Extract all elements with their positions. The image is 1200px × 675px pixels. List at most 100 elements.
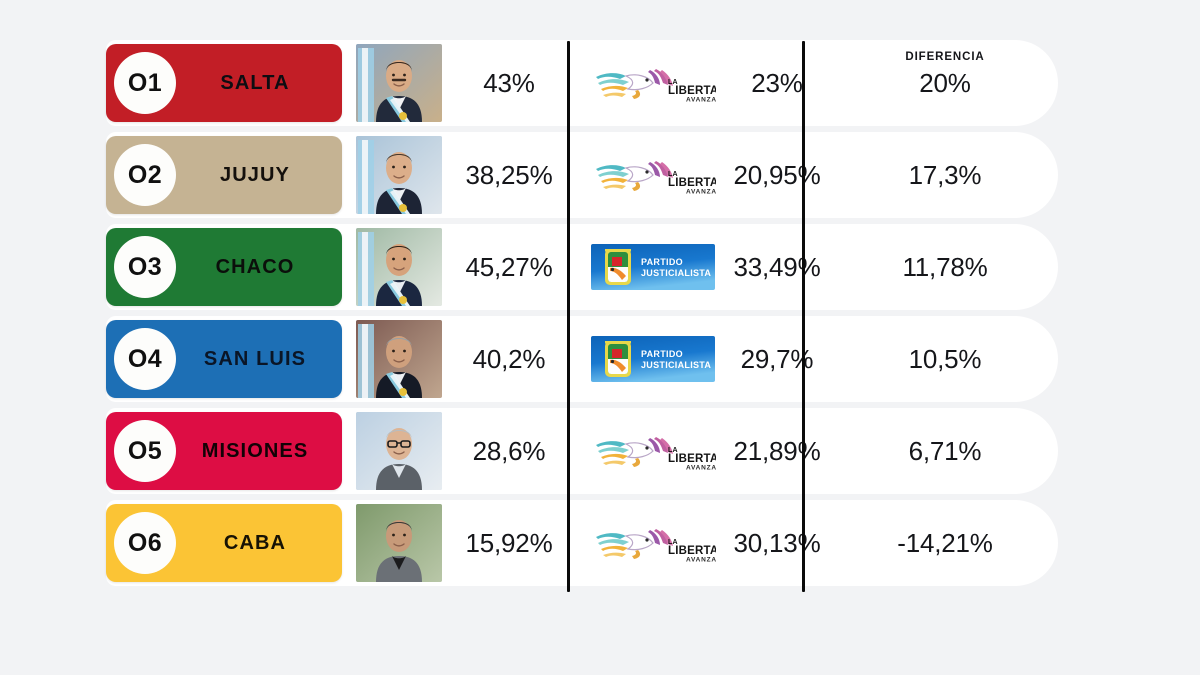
table-row-jujuy[interactable]: O2 JUJUY 38,25%	[106, 132, 1058, 218]
rank-badge: O5	[114, 420, 176, 482]
rank-label: O5	[127, 436, 163, 465]
la-libertad-avanza-logo: LA LIBERTAD AVANZA	[596, 69, 716, 104]
column-divider-1	[567, 41, 570, 592]
svg-text:AVANZA: AVANZA	[686, 557, 716, 564]
governor-photo-cell	[342, 320, 450, 398]
opposition-percent: 30,13%	[733, 527, 821, 558]
portrait-gobernador-misiones	[356, 412, 442, 490]
rank-label: O2	[127, 160, 163, 189]
governor-photo-cell	[342, 44, 450, 122]
table-row-salta[interactable]: O1 SALTA 43%	[106, 40, 1058, 126]
governor-photo-cell	[342, 504, 450, 582]
rank-label: O1	[127, 68, 163, 97]
column-divider-2	[802, 41, 805, 592]
portrait-image	[356, 412, 442, 490]
province-pill-chaco[interactable]: O3 CHACO	[106, 228, 342, 306]
governor-percent: 28,6%	[472, 435, 546, 466]
province-pill-jujuy[interactable]: O2 JUJUY	[106, 136, 342, 214]
svg-text:PARTIDO: PARTIDO	[641, 257, 683, 267]
governor-percent: 40,2%	[472, 343, 546, 374]
svg-text:LA: LA	[668, 79, 678, 86]
difference-percent: 6,71%	[908, 435, 982, 466]
governor-photo-cell	[342, 136, 450, 214]
difference-cell: -14,21%	[832, 528, 1058, 559]
opposition-logo-cell: LA LIBERTAD AVANZA	[584, 60, 722, 106]
svg-text:PARTIDO: PARTIDO	[641, 349, 683, 359]
difference-percent: 10,5%	[908, 343, 982, 374]
svg-text:LIBERTAD: LIBERTAD	[668, 85, 716, 97]
difference-percent: 17,3%	[908, 159, 982, 190]
opposition-percent: 33,49%	[733, 251, 821, 282]
table-row-san-luis[interactable]: O4 SAN LUIS 40,2%	[106, 316, 1058, 402]
opposition-percent: 23%	[751, 67, 803, 98]
rank-badge: O4	[114, 328, 176, 390]
rank-label: O3	[127, 252, 163, 281]
opposition-logo-cell: LA LIBERTAD AVANZA	[584, 520, 722, 566]
portrait-jefe-de-gobierno-caba	[356, 504, 442, 582]
province-pill-san-luis[interactable]: O4 SAN LUIS	[106, 320, 342, 398]
svg-text:LIBERTAD: LIBERTAD	[668, 453, 716, 465]
rank-badge: O3	[114, 236, 176, 298]
governor-photo-cell	[342, 228, 450, 306]
difference-cell: 6,71%	[832, 436, 1058, 467]
rank-label: O6	[127, 528, 163, 557]
governor-percent: 45,27%	[465, 251, 553, 282]
governor-percent: 43%	[483, 67, 535, 98]
difference-percent: -14,21%	[897, 527, 993, 558]
table-row-chaco[interactable]: O3 CHACO 45,27%	[106, 224, 1058, 310]
opposition-logo-cell: PARTIDO JUSTICIALISTA	[584, 244, 722, 290]
portrait-gobernador-salta	[356, 44, 442, 122]
la-libertad-avanza-logo: LA LIBERTAD AVANZA	[596, 437, 716, 472]
governor-percent: 38,25%	[465, 159, 553, 190]
diferencia-header: DIFERENCIA	[905, 50, 985, 63]
difference-cell: 11,78%	[832, 252, 1058, 283]
portrait-image	[356, 228, 442, 306]
rank-badge: O6	[114, 512, 176, 574]
opposition-logo-cell: LA LIBERTAD AVANZA	[584, 428, 722, 474]
la-libertad-avanza-logo: LA LIBERTAD AVANZA	[596, 161, 716, 196]
portrait-image	[356, 44, 442, 122]
province-pill-caba[interactable]: O6 CABA	[106, 504, 342, 582]
province-name: JUJUY	[220, 163, 290, 186]
svg-text:LA: LA	[668, 447, 678, 454]
difference-cell: DIFERENCIA 20%	[832, 51, 1058, 99]
opposition-percent: 20,95%	[733, 159, 821, 190]
province-name: CHACO	[215, 255, 295, 278]
svg-text:AVANZA: AVANZA	[686, 97, 716, 104]
governor-percent: 15,92%	[465, 527, 553, 558]
province-name: CABA	[223, 531, 287, 554]
opposition-percent: 29,7%	[740, 343, 814, 374]
portrait-image	[356, 320, 442, 398]
portrait-gobernador-jujuy	[356, 136, 442, 214]
table-row-caba[interactable]: O6 CABA 15,92%	[106, 500, 1058, 586]
province-pill-salta[interactable]: O1 SALTA	[106, 44, 342, 122]
rank-label: O4	[127, 344, 163, 373]
opposition-logo-cell: PARTIDO JUSTICIALISTA	[584, 336, 722, 382]
svg-text:LIBERTAD: LIBERTAD	[668, 545, 716, 557]
portrait-image	[356, 504, 442, 582]
province-pill-misiones[interactable]: O5 MISIONES	[106, 412, 342, 490]
province-name: SALTA	[220, 71, 290, 94]
svg-text:AVANZA: AVANZA	[686, 189, 716, 196]
table-row-misiones[interactable]: O5 MISIONES 28,6%	[106, 408, 1058, 494]
difference-cell: 17,3%	[832, 160, 1058, 191]
difference-cell: 10,5%	[832, 344, 1058, 375]
provinces-table: O1 SALTA 43%	[106, 40, 1058, 592]
svg-text:JUSTICIALISTA: JUSTICIALISTA	[641, 360, 711, 370]
difference-percent: 20%	[919, 67, 971, 98]
province-name: SAN LUIS	[203, 347, 307, 370]
portrait-gobernador-chaco	[356, 228, 442, 306]
portrait-image	[356, 136, 442, 214]
svg-text:JUSTICIALISTA: JUSTICIALISTA	[641, 268, 711, 278]
province-name: MISIONES	[201, 439, 309, 462]
difference-percent: 11,78%	[902, 251, 988, 282]
svg-text:LA: LA	[668, 171, 678, 178]
partido-justicialista-logo: PARTIDO JUSTICIALISTA	[591, 336, 715, 382]
svg-text:LIBERTAD: LIBERTAD	[668, 177, 716, 189]
partido-justicialista-logo: PARTIDO JUSTICIALISTA	[591, 244, 715, 290]
governor-photo-cell	[342, 412, 450, 490]
svg-text:LA: LA	[668, 539, 678, 546]
rank-badge: O2	[114, 144, 176, 206]
opposition-logo-cell: LA LIBERTAD AVANZA	[584, 152, 722, 198]
